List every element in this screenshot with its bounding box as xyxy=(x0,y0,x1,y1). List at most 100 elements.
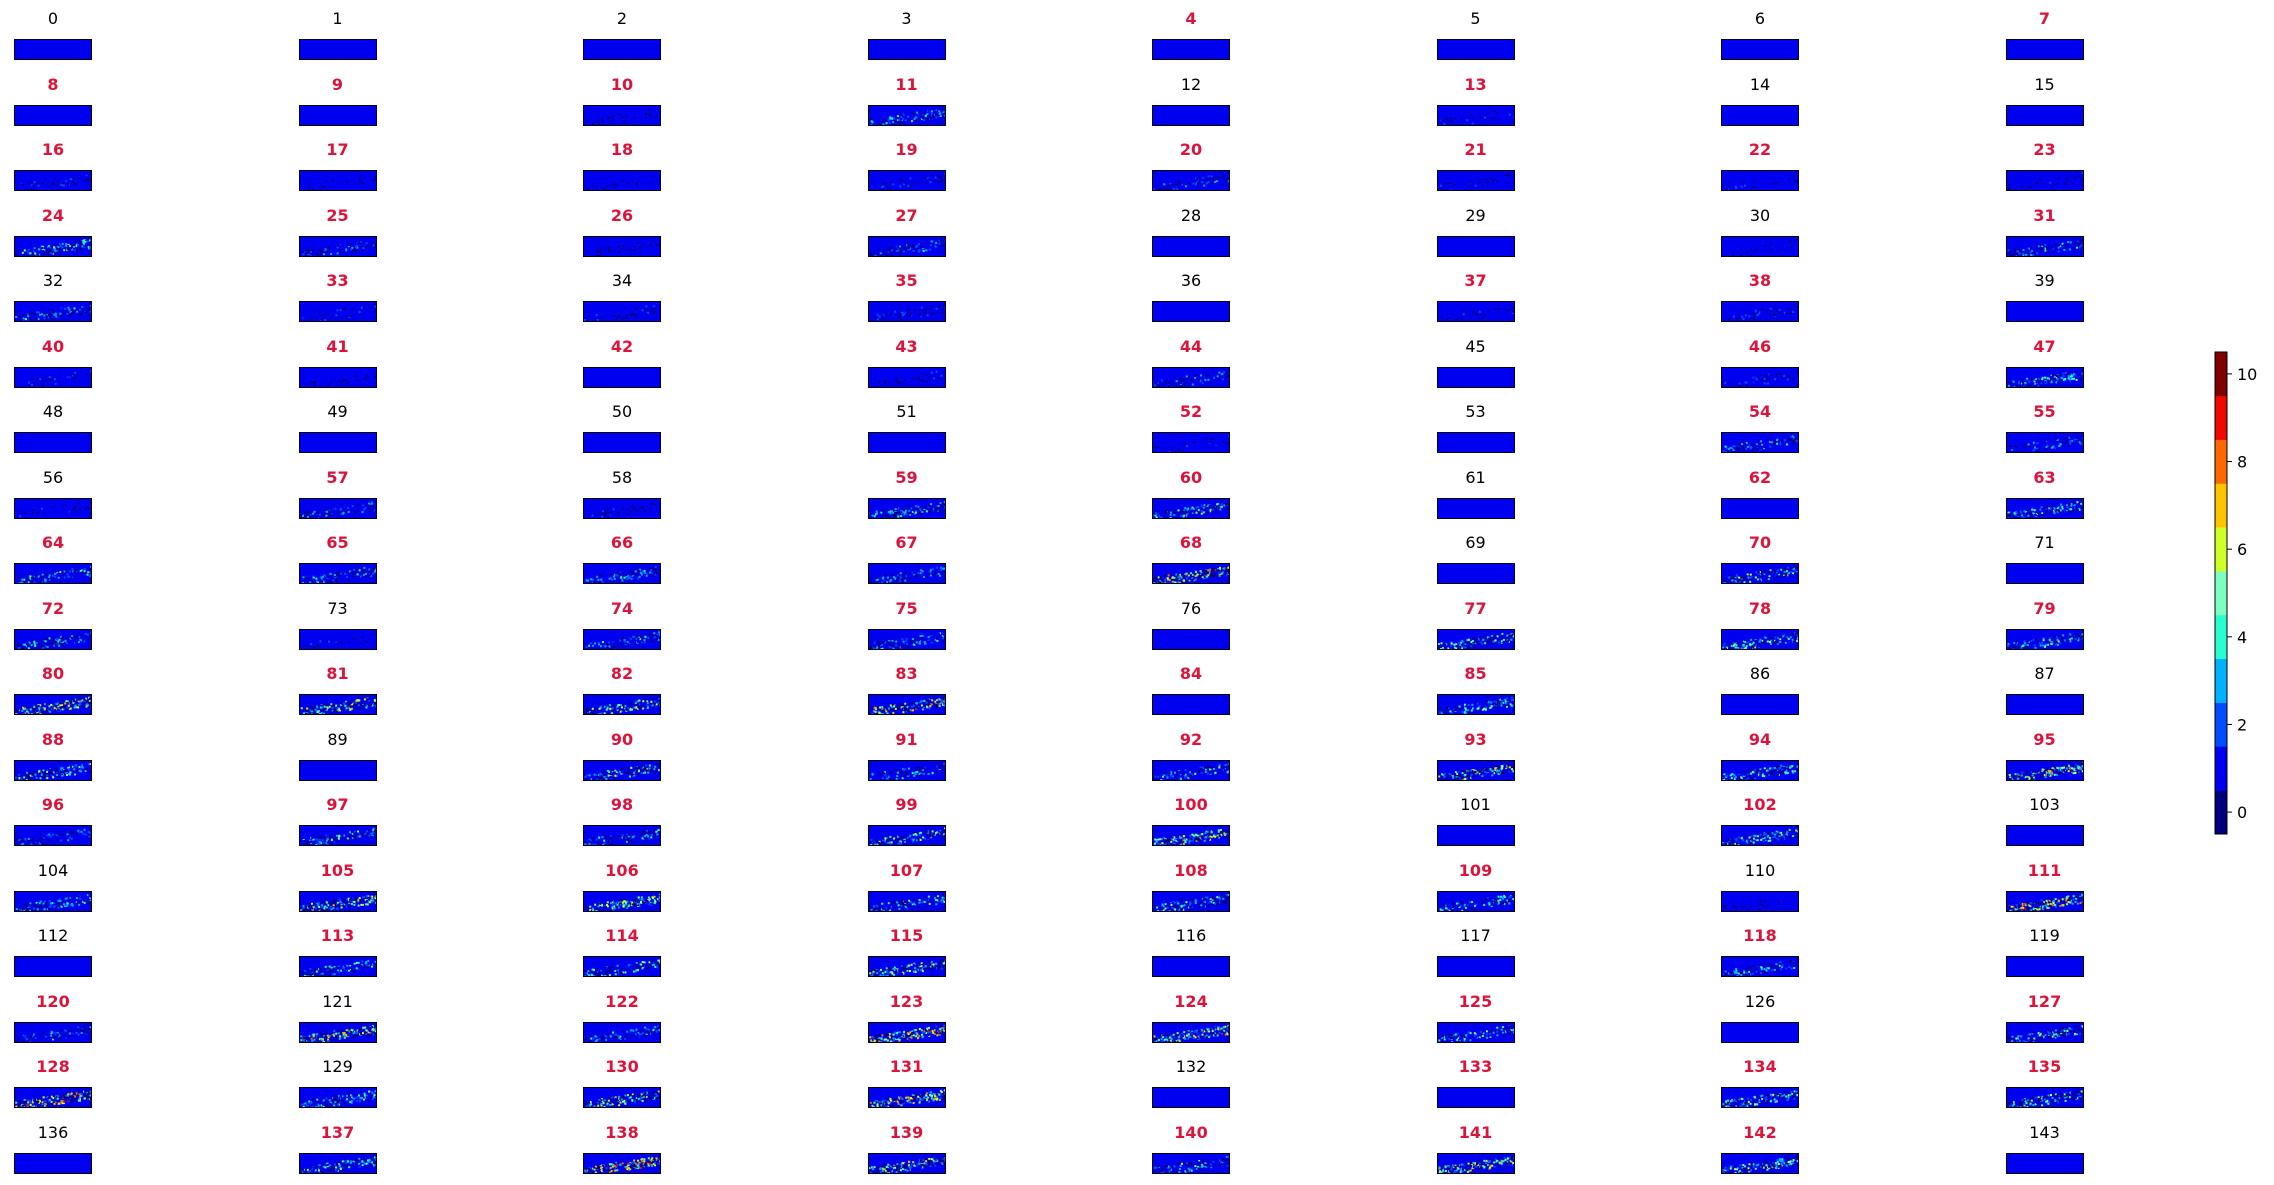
panel-heatmap xyxy=(583,825,661,846)
panel-heatmap xyxy=(2005,563,2084,584)
panel-heatmap xyxy=(2005,1152,2084,1174)
panel-heatmap xyxy=(2005,956,2084,977)
panel-title: 8 xyxy=(47,74,59,94)
panel-heatmap xyxy=(14,39,92,60)
panel-title: 40 xyxy=(41,336,65,356)
panel-heatmap xyxy=(1152,759,1230,781)
colorbar-segment xyxy=(2215,702,2227,747)
panel-heatmap xyxy=(1721,890,1799,912)
panel-title: 43 xyxy=(895,336,918,356)
panel-title: 47 xyxy=(2033,336,2056,356)
panel-title: 34 xyxy=(611,271,633,290)
panel-heatmap xyxy=(867,432,946,453)
panel-heatmap xyxy=(583,1021,661,1043)
panel-title: 130 xyxy=(605,1057,639,1076)
colorbar-segment xyxy=(2215,614,2227,660)
panel-title: 90 xyxy=(610,729,634,749)
panel-heatmap xyxy=(14,1152,92,1174)
panel-heatmap xyxy=(867,235,946,257)
panel-title: 17 xyxy=(326,140,349,159)
panel-heatmap xyxy=(1152,956,1230,977)
colorbar-segment xyxy=(2215,483,2227,528)
panel-title: 125 xyxy=(1458,991,1493,1011)
panel-title: 81 xyxy=(326,664,349,683)
panel-heatmap xyxy=(867,39,946,60)
panel-title: 39 xyxy=(2034,271,2055,290)
panel-heatmap xyxy=(298,235,377,257)
panel-title: 16 xyxy=(41,140,65,159)
panel-title: 115 xyxy=(889,926,924,945)
panel-title: 50 xyxy=(611,402,633,421)
panel-title: 36 xyxy=(1180,271,1202,290)
panel-heatmap xyxy=(583,1152,661,1174)
panel-heatmap xyxy=(1152,170,1230,191)
panel-heatmap xyxy=(1436,759,1515,781)
panel-heatmap xyxy=(1152,301,1230,322)
panel-title: 26 xyxy=(610,205,634,225)
panel-title: 140 xyxy=(1174,1122,1208,1142)
panel-heatmap xyxy=(298,170,377,191)
panel-heatmap xyxy=(14,170,92,191)
panel-heatmap xyxy=(583,563,661,584)
panel-title: 44 xyxy=(1179,336,1203,356)
panel-title: 70 xyxy=(1748,533,1772,552)
panel-heatmap xyxy=(583,432,661,453)
panel-heatmap xyxy=(298,1087,377,1108)
panel-heatmap xyxy=(583,301,661,322)
panel-title: 106 xyxy=(605,860,639,880)
panel-heatmap xyxy=(1436,366,1515,388)
panel-title: 85 xyxy=(1464,664,1487,683)
panel-heatmap xyxy=(867,825,946,846)
panel-heatmap xyxy=(867,1152,946,1174)
panel-title: 111 xyxy=(2027,860,2062,880)
panel-title: 30 xyxy=(1749,205,1771,225)
colorbar-segment xyxy=(2215,439,2227,484)
panel-title: 5 xyxy=(1470,9,1481,28)
panel-title: 27 xyxy=(895,205,918,225)
panel-heatmap xyxy=(867,366,946,388)
panel-title: 128 xyxy=(36,1057,70,1076)
panel-title: 93 xyxy=(1464,729,1487,749)
panel-heatmap xyxy=(298,825,377,846)
panel-heatmap xyxy=(583,170,661,191)
panel-title: 109 xyxy=(1458,860,1493,880)
panel-heatmap xyxy=(1152,497,1230,519)
panel-heatmap xyxy=(867,1021,946,1043)
panel-heatmap xyxy=(1721,301,1799,322)
panel-heatmap xyxy=(298,956,377,977)
panel-title: 0 xyxy=(47,9,59,28)
colorbar-tick-label: 0 xyxy=(2237,803,2247,822)
panel-heatmap xyxy=(14,1087,92,1108)
panel-title: 25 xyxy=(326,205,349,225)
panel-heatmap xyxy=(1152,104,1230,126)
panel-title: 116 xyxy=(1175,926,1207,945)
panel-heatmap xyxy=(1436,563,1515,584)
panel-title: 80 xyxy=(41,664,65,683)
panel-heatmap xyxy=(583,39,661,60)
panel-heatmap xyxy=(298,1021,377,1043)
panel-heatmap xyxy=(583,628,661,650)
panel-heatmap xyxy=(14,694,92,715)
panel-heatmap xyxy=(867,563,946,584)
panel-heatmap xyxy=(1152,563,1230,584)
panel-heatmap xyxy=(14,497,92,519)
panel-title: 42 xyxy=(610,336,634,356)
panel-title: 72 xyxy=(41,598,65,618)
panel-title: 143 xyxy=(2029,1122,2060,1142)
panel-heatmap xyxy=(867,1087,946,1108)
panel-title: 100 xyxy=(1174,795,1208,814)
panel-title: 97 xyxy=(326,795,349,814)
panel-heatmap xyxy=(867,301,946,322)
panel-title: 101 xyxy=(1460,795,1491,814)
panel-heatmap xyxy=(1436,956,1515,977)
colorbar-segment xyxy=(2215,352,2227,397)
panel-title: 95 xyxy=(2033,729,2056,749)
panel-heatmap xyxy=(298,432,377,453)
panel-heatmap xyxy=(1152,432,1230,453)
panel-title: 110 xyxy=(1744,860,1776,880)
colorbar-frame xyxy=(2214,351,2228,835)
colorbar-segment xyxy=(2215,395,2227,440)
panel-title: 24 xyxy=(41,205,65,225)
panel-heatmap xyxy=(2005,497,2084,519)
panel-heatmap xyxy=(1436,1021,1515,1043)
